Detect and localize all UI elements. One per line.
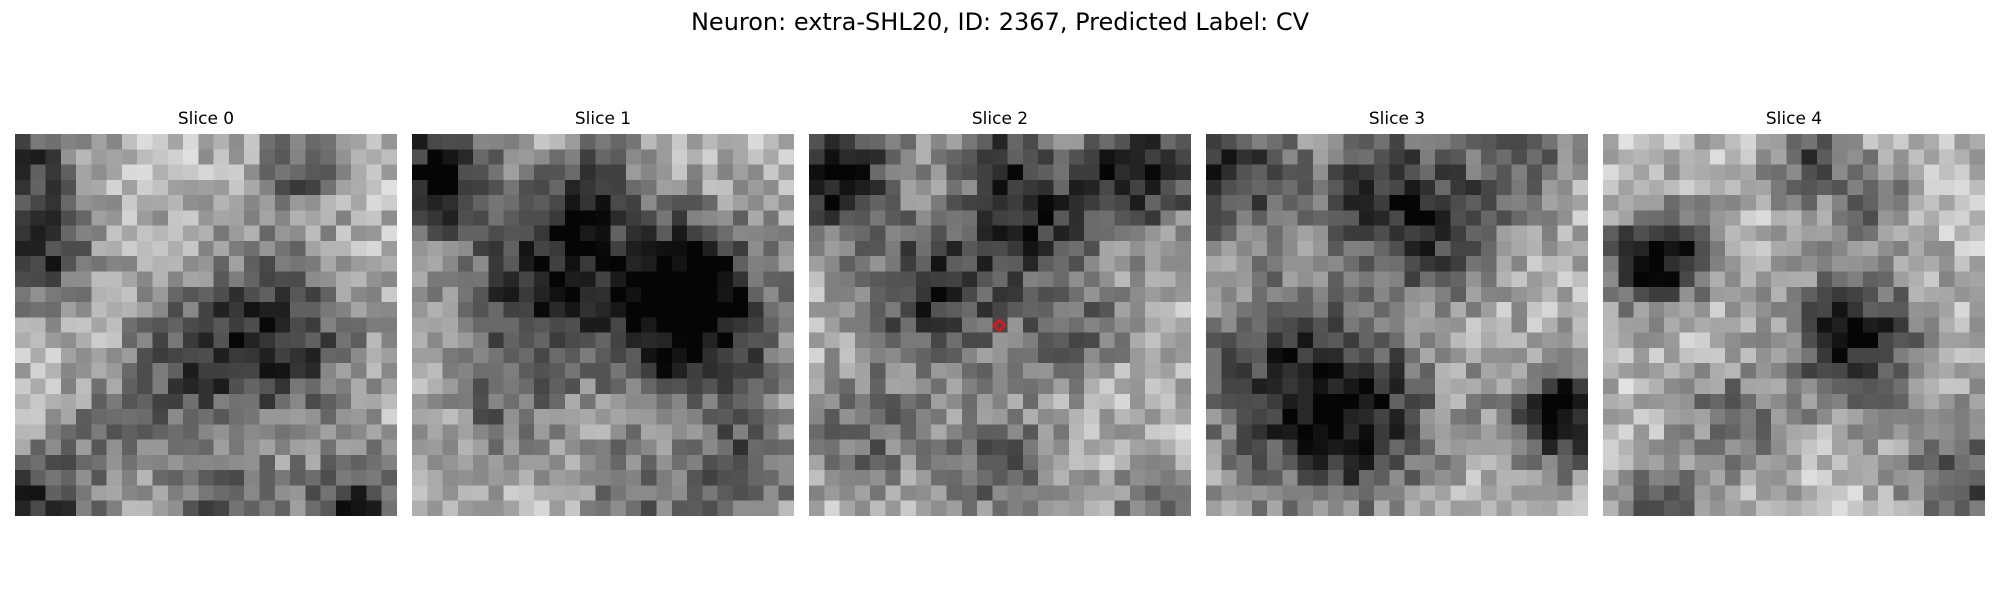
slice-image <box>412 134 794 516</box>
slice-panel-2: Slice 2 <box>809 108 1191 518</box>
slice-panel-3: Slice 3 <box>1206 108 1588 518</box>
slice-image <box>1603 134 1985 516</box>
slice-panel-0: Slice 0 <box>15 108 397 518</box>
slice-panel-1: Slice 1 <box>412 108 794 518</box>
slice-title: Slice 3 <box>1206 108 1588 130</box>
figure-title: Neuron: extra-SHL20, ID: 2367, Predicted… <box>0 6 2000 38</box>
slice-title: Slice 0 <box>15 108 397 130</box>
slice-image <box>809 134 1191 516</box>
slice-title: Slice 1 <box>412 108 794 130</box>
slice-image <box>1206 134 1588 516</box>
slice-title: Slice 4 <box>1603 108 1985 130</box>
slice-image <box>15 134 397 516</box>
slice-title: Slice 2 <box>809 108 1191 130</box>
slice-panel-4: Slice 4 <box>1603 108 1985 518</box>
